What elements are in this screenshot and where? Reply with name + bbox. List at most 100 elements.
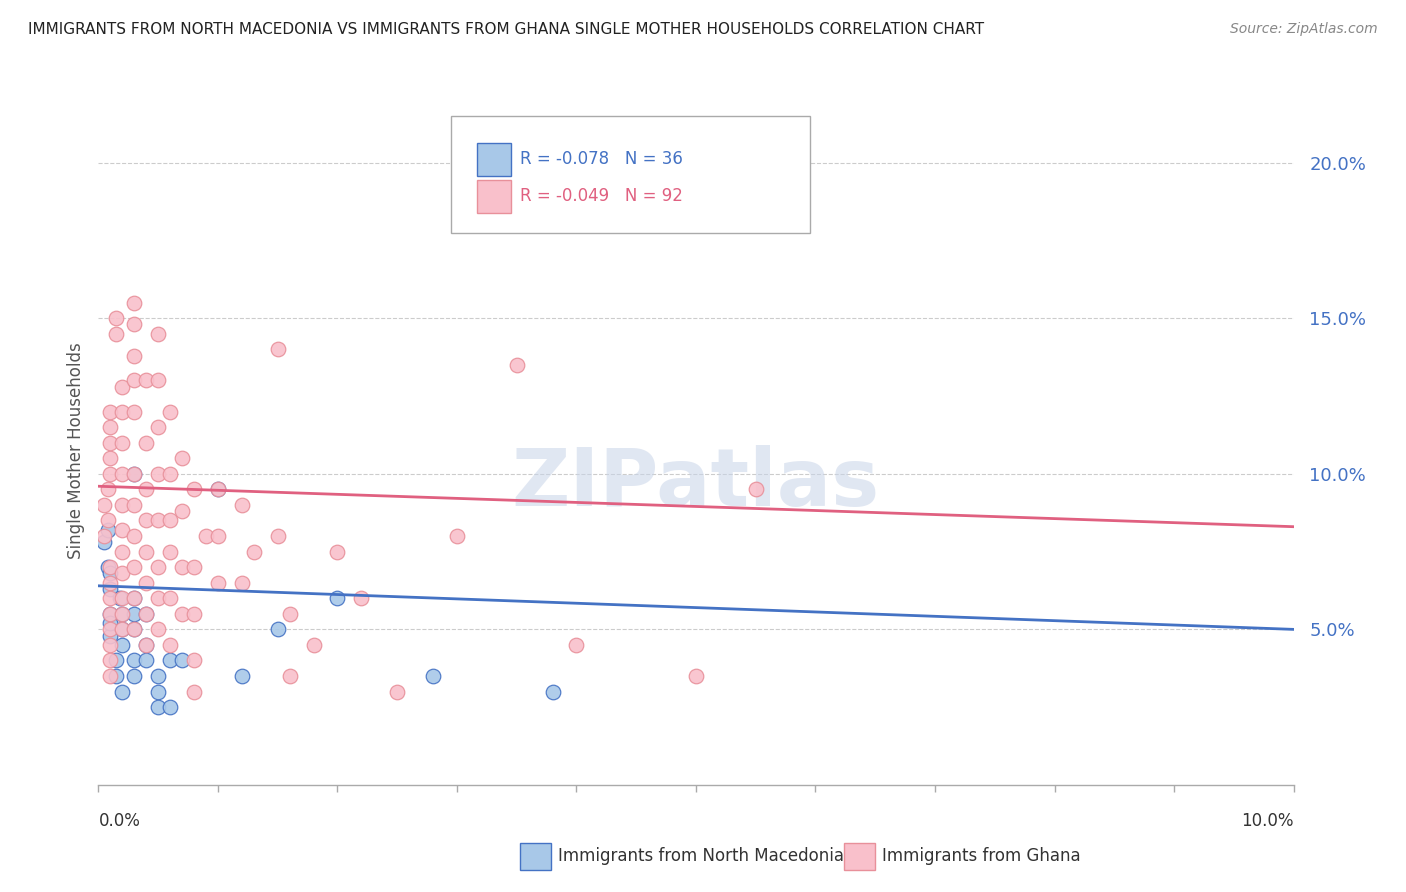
- Point: [207, 483, 229, 497]
- Point: [98, 653, 122, 667]
- Point: [124, 498, 146, 512]
- Point: [135, 513, 157, 527]
- Point: [326, 544, 349, 558]
- Point: [98, 669, 122, 683]
- Point: [124, 467, 146, 481]
- Point: [98, 575, 122, 590]
- Point: [159, 591, 181, 606]
- Point: [159, 638, 181, 652]
- Point: [183, 653, 205, 667]
- Point: [231, 575, 253, 590]
- Point: [183, 483, 205, 497]
- Point: [135, 638, 157, 652]
- Point: [124, 623, 146, 637]
- Point: [111, 544, 134, 558]
- Point: [97, 513, 120, 527]
- Point: [124, 591, 146, 606]
- Point: [111, 638, 134, 652]
- Point: [148, 374, 170, 388]
- Point: [172, 451, 194, 466]
- Point: [93, 529, 115, 543]
- Point: [98, 591, 122, 606]
- Point: [148, 326, 170, 341]
- Point: [108, 591, 131, 606]
- Point: [105, 311, 128, 326]
- Point: [111, 591, 134, 606]
- Point: [745, 483, 768, 497]
- Point: [111, 404, 134, 418]
- Point: [172, 607, 194, 621]
- Point: [183, 560, 205, 574]
- Point: [172, 560, 194, 574]
- FancyBboxPatch shape: [451, 116, 810, 233]
- Point: [326, 591, 349, 606]
- Point: [385, 684, 409, 698]
- Point: [148, 684, 170, 698]
- Text: R = -0.049   N = 92: R = -0.049 N = 92: [520, 187, 683, 205]
- Point: [159, 653, 181, 667]
- Point: [124, 607, 146, 621]
- Point: [183, 607, 205, 621]
- Point: [135, 435, 157, 450]
- Point: [98, 467, 122, 481]
- Point: [97, 560, 120, 574]
- Point: [267, 529, 290, 543]
- Point: [231, 498, 253, 512]
- Point: [98, 638, 122, 652]
- Point: [207, 483, 229, 497]
- Point: [231, 669, 253, 683]
- Point: [93, 498, 115, 512]
- Point: [98, 404, 122, 418]
- Point: [124, 653, 146, 667]
- Point: [148, 560, 170, 574]
- Point: [97, 523, 120, 537]
- Point: [148, 467, 170, 481]
- Point: [278, 607, 301, 621]
- FancyBboxPatch shape: [477, 143, 510, 177]
- Point: [111, 623, 134, 637]
- Point: [541, 684, 564, 698]
- Point: [124, 529, 146, 543]
- Point: [422, 669, 444, 683]
- Point: [565, 638, 588, 652]
- Point: [124, 591, 146, 606]
- Point: [111, 379, 134, 393]
- Point: [159, 404, 181, 418]
- Point: [124, 349, 146, 363]
- Point: [111, 623, 134, 637]
- Point: [148, 623, 170, 637]
- Point: [124, 374, 146, 388]
- Point: [302, 638, 325, 652]
- Point: [135, 653, 157, 667]
- Point: [98, 607, 122, 621]
- FancyBboxPatch shape: [477, 179, 510, 213]
- Point: [159, 467, 181, 481]
- Point: [98, 616, 122, 631]
- Point: [111, 523, 134, 537]
- Point: [98, 566, 122, 581]
- Point: [350, 591, 373, 606]
- Point: [98, 629, 122, 643]
- Point: [105, 326, 128, 341]
- Point: [278, 669, 301, 683]
- Point: [194, 529, 218, 543]
- Text: Immigrants from Ghana: Immigrants from Ghana: [882, 847, 1080, 865]
- Point: [105, 653, 128, 667]
- Point: [111, 467, 134, 481]
- Point: [207, 529, 229, 543]
- Point: [148, 669, 170, 683]
- Point: [111, 607, 134, 621]
- Point: [98, 582, 122, 596]
- Point: [124, 560, 146, 574]
- Point: [111, 607, 134, 621]
- Point: [135, 607, 157, 621]
- Point: [148, 700, 170, 714]
- Point: [446, 529, 468, 543]
- Point: [183, 684, 205, 698]
- Point: [685, 669, 707, 683]
- Point: [159, 700, 181, 714]
- Point: [124, 295, 146, 310]
- Point: [98, 451, 122, 466]
- Point: [267, 343, 290, 357]
- Point: [159, 513, 181, 527]
